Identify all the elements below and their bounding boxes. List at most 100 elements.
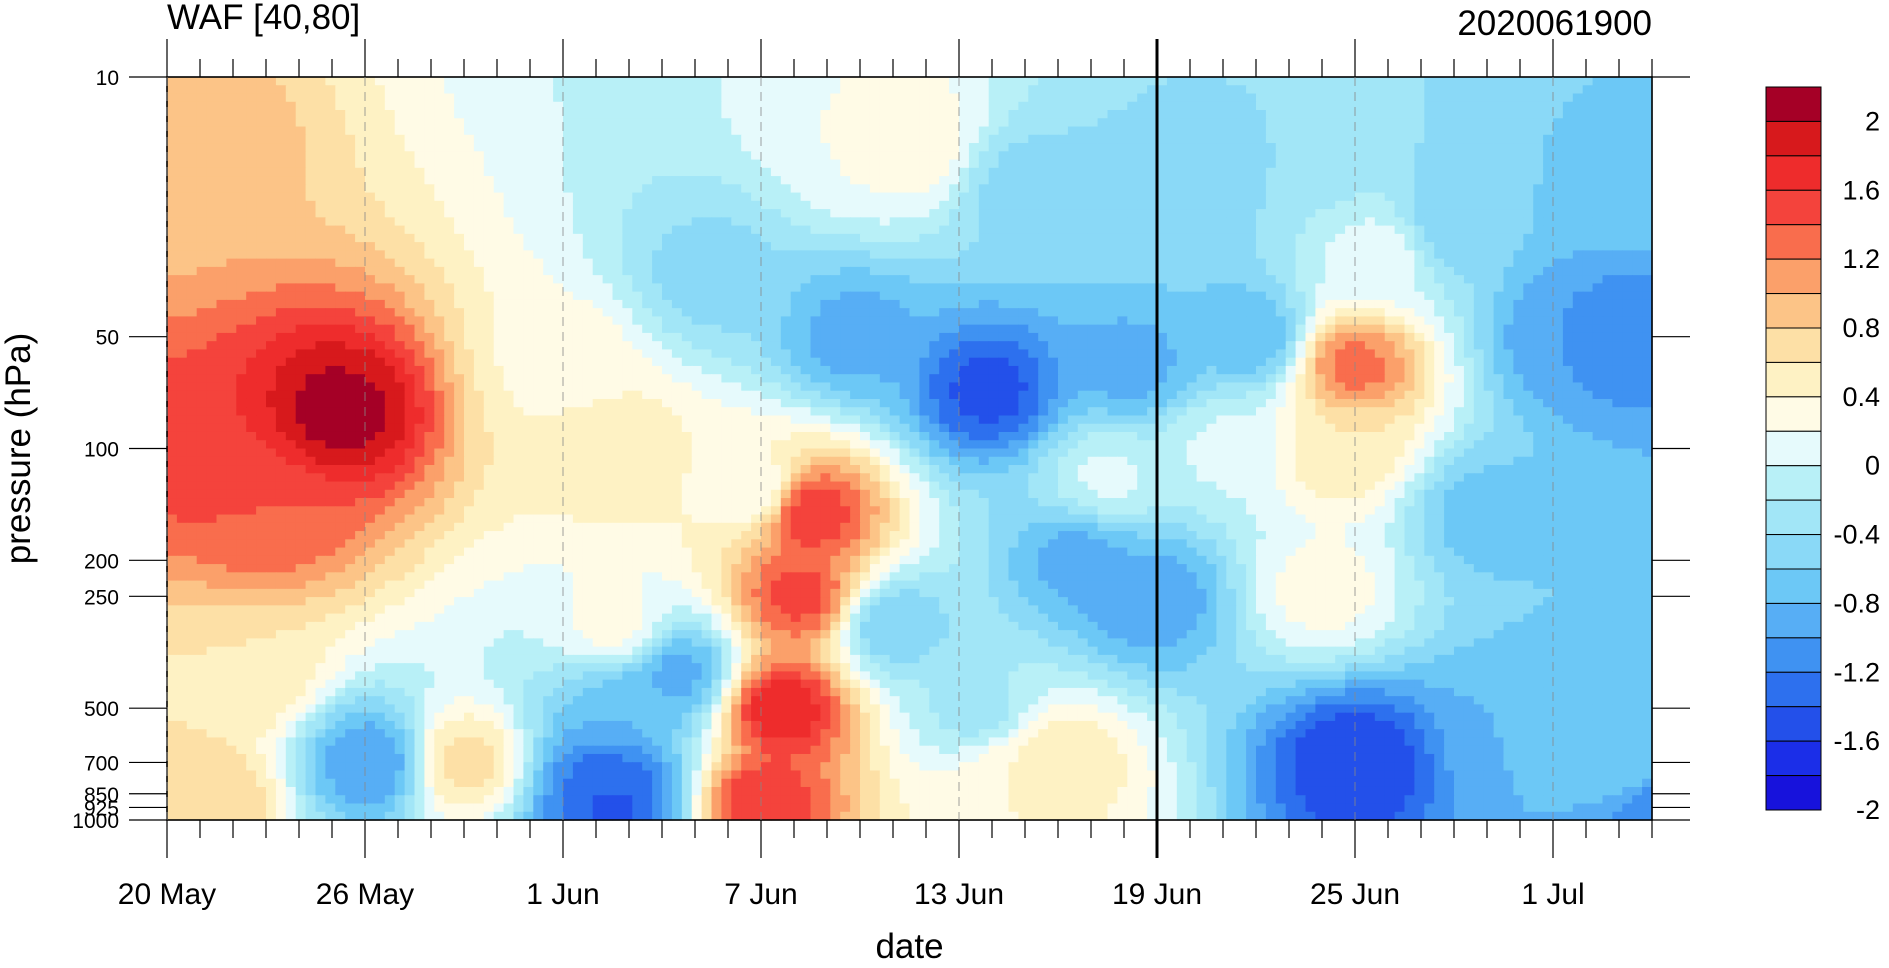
field-cell: [1127, 77, 1138, 86]
field-cell: [1543, 275, 1554, 284]
field-cell: [226, 101, 237, 111]
field-cell: [1612, 126, 1623, 136]
field-cell: [434, 316, 445, 326]
field-cell: [1374, 200, 1386, 210]
field-cell: [810, 299, 821, 309]
field-cell: [493, 308, 505, 318]
field-cell: [246, 308, 257, 318]
field-cell: [1058, 93, 1069, 103]
field-cell: [1533, 118, 1544, 128]
field-cell: [335, 176, 346, 185]
field-cell: [1364, 118, 1376, 128]
field-cell: [1424, 250, 1435, 260]
field-cell: [1394, 126, 1406, 136]
field-cell: [731, 118, 742, 128]
field-cell: [374, 101, 386, 111]
field-cell: [1265, 266, 1277, 276]
field-cell: [1067, 299, 1079, 309]
field-cell: [1562, 225, 1574, 235]
field-cell: [1384, 275, 1396, 284]
field-cell: [860, 176, 871, 185]
field-cell: [196, 349, 208, 359]
field-cell: [345, 167, 356, 177]
field-cell: [929, 101, 940, 111]
field-cell: [1562, 324, 1574, 334]
field-cell: [1562, 258, 1574, 268]
field-cell: [751, 134, 762, 144]
field-cell: [256, 77, 267, 86]
field-cell: [533, 151, 544, 161]
field-cell: [652, 332, 663, 342]
field-cell: [1246, 324, 1257, 334]
field-cell: [464, 143, 475, 152]
field-cell: [266, 275, 277, 284]
field-cell: [1117, 242, 1128, 251]
field-cell: [830, 209, 841, 218]
field-cell: [1582, 77, 1594, 86]
field-cell: [721, 151, 732, 161]
field-cell: [741, 110, 752, 119]
field-cell: [1404, 77, 1415, 86]
field-cell: [919, 209, 930, 218]
field-cell: [1107, 85, 1118, 95]
field-cell: [879, 101, 891, 111]
field-cell: [919, 258, 930, 268]
field-cell: [434, 184, 445, 194]
field-cell: [1632, 324, 1643, 334]
field-cell: [701, 258, 713, 268]
field-cell: [523, 225, 534, 235]
field-cell: [513, 266, 524, 276]
field-cell: [186, 200, 198, 210]
field-cell: [1444, 159, 1455, 169]
field-cell: [622, 233, 633, 243]
field-cell: [691, 291, 703, 301]
field-cell: [266, 341, 277, 351]
field-cell: [632, 126, 643, 136]
field-cell: [1454, 308, 1465, 318]
field-cell: [662, 134, 673, 144]
field-cell: [1454, 134, 1465, 144]
field-cell: [1562, 126, 1574, 136]
field-cell: [959, 283, 970, 293]
field-cell: [741, 200, 752, 210]
field-cell: [830, 225, 841, 235]
field-cell: [1424, 275, 1435, 284]
field-cell: [513, 349, 524, 359]
field-cell: [563, 291, 574, 301]
field-cell: [1642, 184, 1653, 194]
field-cell: [523, 93, 534, 103]
field-cell: [701, 167, 713, 177]
field-cell: [1077, 167, 1089, 177]
field-cell: [592, 299, 604, 309]
field-cell: [1166, 134, 1178, 144]
field-cell: [1038, 283, 1049, 293]
field-cell: [384, 275, 396, 284]
field-cell: [355, 110, 366, 119]
field-cell: [978, 291, 990, 301]
field-cell: [1374, 184, 1386, 194]
field-cell: [305, 283, 317, 293]
field-cell: [652, 275, 663, 284]
field-cell: [711, 126, 722, 136]
field-cell: [1315, 242, 1326, 251]
field-cell: [464, 341, 475, 351]
field-cell: [473, 209, 485, 218]
field-cell: [1394, 299, 1406, 309]
field-cell: [1582, 192, 1594, 202]
field-cell: [731, 324, 742, 334]
field-cell: [1166, 283, 1178, 293]
field-cell: [949, 134, 960, 144]
field-cell: [1127, 101, 1138, 111]
field-cell: [1642, 126, 1653, 136]
field-cell: [741, 85, 752, 95]
field-cell: [1265, 167, 1277, 177]
field-cell: [1523, 275, 1534, 284]
field-cell: [1166, 192, 1178, 202]
field-cell: [1127, 200, 1138, 210]
field-cell: [1058, 316, 1069, 326]
field-cell: [1147, 184, 1158, 194]
field-cell: [1364, 101, 1376, 111]
field-cell: [592, 209, 604, 218]
field-cell: [1523, 143, 1534, 152]
field-cell: [1523, 184, 1534, 194]
